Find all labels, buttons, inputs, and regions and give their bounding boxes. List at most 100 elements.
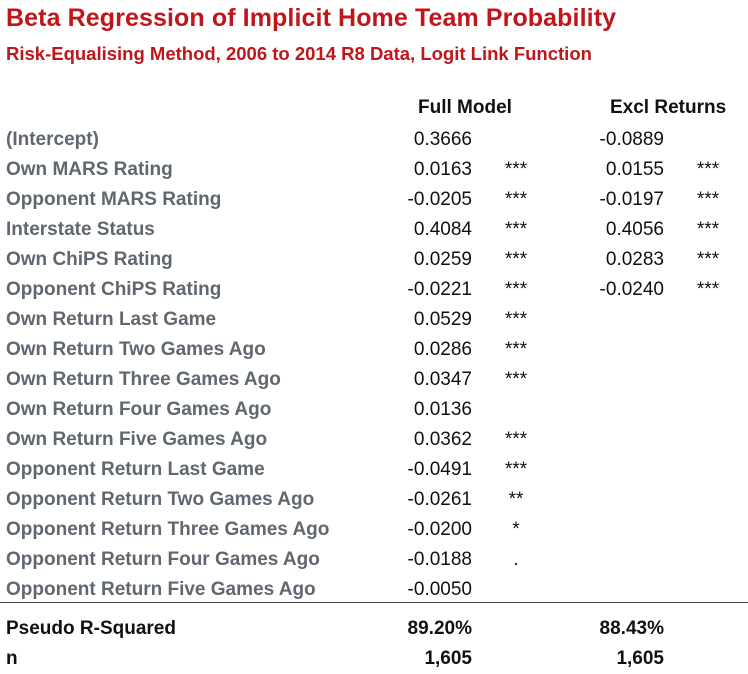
- column-header-excl-returns: Excl Returns: [610, 97, 727, 118]
- excl-returns-value: 1,605: [616, 648, 664, 669]
- full-model-coefficient: -0.0221: [407, 279, 472, 300]
- column-header-full-model: Full Model: [418, 97, 512, 118]
- excl-returns-coefficient: [555, 365, 664, 395]
- excl-returns-coefficient: [555, 335, 664, 365]
- full-model-significance: ***: [504, 459, 528, 480]
- excl-returns-significance: [672, 485, 744, 515]
- summary-rows: Pseudo R-Squared 89.20% 88.43% n 1,605 1…: [0, 614, 748, 674]
- full-model-significance: ***: [504, 219, 528, 240]
- full-model-significance: ***: [504, 309, 528, 330]
- excl-returns-significance: [672, 305, 744, 335]
- full-model-coefficient: -0.0205: [407, 189, 472, 210]
- row-label: Own MARS Rating: [6, 159, 173, 180]
- full-model-coefficient: -0.0200: [407, 519, 472, 540]
- excl-returns-coefficient: [555, 515, 664, 545]
- row-label: Pseudo R-Squared: [6, 618, 176, 639]
- table-row: Opponent Return Last Game -0.0491 ***: [0, 455, 748, 485]
- excl-returns-coefficient: -0.0889: [599, 129, 664, 150]
- coefficient-rows: (Intercept) 0.3666 -0.0889 Own MARS Rati…: [0, 125, 748, 605]
- excl-returns-significance: [672, 575, 744, 605]
- row-label: Own Return Five Games Ago: [6, 429, 268, 450]
- table-title: Beta Regression of Implicit Home Team Pr…: [6, 4, 617, 32]
- table-row: Opponent Return Five Games Ago -0.0050: [0, 575, 748, 605]
- full-model-coefficient: 0.0362: [413, 429, 472, 450]
- full-model-value: 89.20%: [407, 618, 472, 639]
- excl-returns-coefficient: -0.0240: [599, 279, 664, 300]
- row-label: n: [6, 648, 18, 669]
- full-model-coefficient: -0.0188: [407, 549, 472, 570]
- sample-size-row: n 1,605 1,605: [0, 644, 748, 674]
- table-row: Own Return Three Games Ago 0.0347 ***: [0, 365, 748, 395]
- row-label: Opponent Return Last Game: [6, 459, 265, 480]
- full-model-coefficient: 0.3666: [413, 129, 472, 150]
- full-model-significance: ***: [504, 189, 528, 210]
- table-row: Opponent Return Three Games Ago -0.0200 …: [0, 515, 748, 545]
- table-row: Opponent Return Four Games Ago -0.0188 .: [0, 545, 748, 575]
- excl-returns-significance: ***: [696, 249, 720, 270]
- full-model-coefficient: 0.0163: [413, 159, 472, 180]
- table-row: (Intercept) 0.3666 -0.0889: [0, 125, 748, 155]
- full-model-coefficient: 0.0136: [413, 399, 472, 420]
- excl-returns-significance: ***: [696, 159, 720, 180]
- excl-returns-significance: [672, 515, 744, 545]
- table-row: Opponent Return Two Games Ago -0.0261 **: [0, 485, 748, 515]
- excl-returns-value: 88.43%: [599, 618, 664, 639]
- full-model-significance: ***: [504, 279, 528, 300]
- excl-returns-coefficient: [555, 575, 664, 605]
- excl-returns-coefficient: [555, 485, 664, 515]
- full-model-coefficient: -0.0261: [407, 489, 472, 510]
- table-row: Own MARS Rating 0.0163 *** 0.0155 ***: [0, 155, 748, 185]
- table-row: Own Return Five Games Ago 0.0362 ***: [0, 425, 748, 455]
- excl-returns-coefficient: 0.4056: [605, 219, 664, 240]
- excl-returns-significance: ***: [696, 189, 720, 210]
- full-model-coefficient: 0.0286: [413, 339, 472, 360]
- full-model-coefficient: 0.0529: [413, 309, 472, 330]
- row-label: Own Return Three Games Ago: [6, 369, 281, 390]
- table-row: Own Return Last Game 0.0529 ***: [0, 305, 748, 335]
- excl-returns-significance: [672, 335, 744, 365]
- excl-returns-significance: [672, 365, 744, 395]
- full-model-coefficient: 0.0259: [413, 249, 472, 270]
- table-row: Own ChiPS Rating 0.0259 *** 0.0283 ***: [0, 245, 748, 275]
- full-model-significance: *: [512, 519, 520, 540]
- full-model-coefficient: -0.0491: [407, 459, 472, 480]
- excl-returns-significance: ***: [696, 219, 720, 240]
- row-label: Own Return Four Games Ago: [6, 399, 272, 420]
- full-model-significance: ***: [504, 249, 528, 270]
- full-model-significance: ***: [504, 429, 528, 450]
- excl-returns-coefficient: -0.0197: [599, 189, 664, 210]
- full-model-coefficient: -0.0050: [407, 579, 472, 600]
- full-model-significance: ***: [504, 369, 528, 390]
- full-model-coefficient: 0.0347: [413, 369, 472, 390]
- excl-returns-coefficient: [555, 545, 664, 575]
- excl-returns-significance: [672, 545, 744, 575]
- full-model-significance: [480, 395, 552, 425]
- excl-returns-significance: [672, 125, 744, 155]
- table-row: Interstate Status 0.4084 *** 0.4056 ***: [0, 215, 748, 245]
- excl-returns-coefficient: 0.0283: [605, 249, 664, 270]
- full-model-significance: **: [508, 489, 524, 510]
- row-label: Own ChiPS Rating: [6, 249, 173, 270]
- full-model-significance: ***: [504, 159, 528, 180]
- full-model-coefficient: 0.4084: [413, 219, 472, 240]
- row-label: Opponent Return Five Games Ago: [6, 579, 316, 600]
- row-label: Own Return Last Game: [6, 309, 217, 330]
- excl-returns-coefficient: [555, 305, 664, 335]
- full-model-significance: [480, 125, 552, 155]
- excl-returns-coefficient: [555, 455, 664, 485]
- table-row: Opponent ChiPS Rating -0.0221 *** -0.024…: [0, 275, 748, 305]
- row-label: Opponent Return Four Games Ago: [6, 549, 320, 570]
- full-model-significance: [480, 575, 552, 605]
- excl-returns-coefficient: 0.0155: [605, 159, 664, 180]
- row-label: Opponent MARS Rating: [6, 189, 222, 210]
- excl-returns-coefficient: [555, 425, 664, 455]
- row-label: (Intercept): [6, 129, 99, 150]
- excl-returns-significance: [672, 395, 744, 425]
- full-model-significance: .: [513, 549, 519, 570]
- row-label: Own Return Two Games Ago: [6, 339, 266, 360]
- excl-returns-significance: ***: [696, 279, 720, 300]
- excl-returns-significance: [672, 425, 744, 455]
- full-model-significance: ***: [504, 339, 528, 360]
- excl-returns-significance: [672, 455, 744, 485]
